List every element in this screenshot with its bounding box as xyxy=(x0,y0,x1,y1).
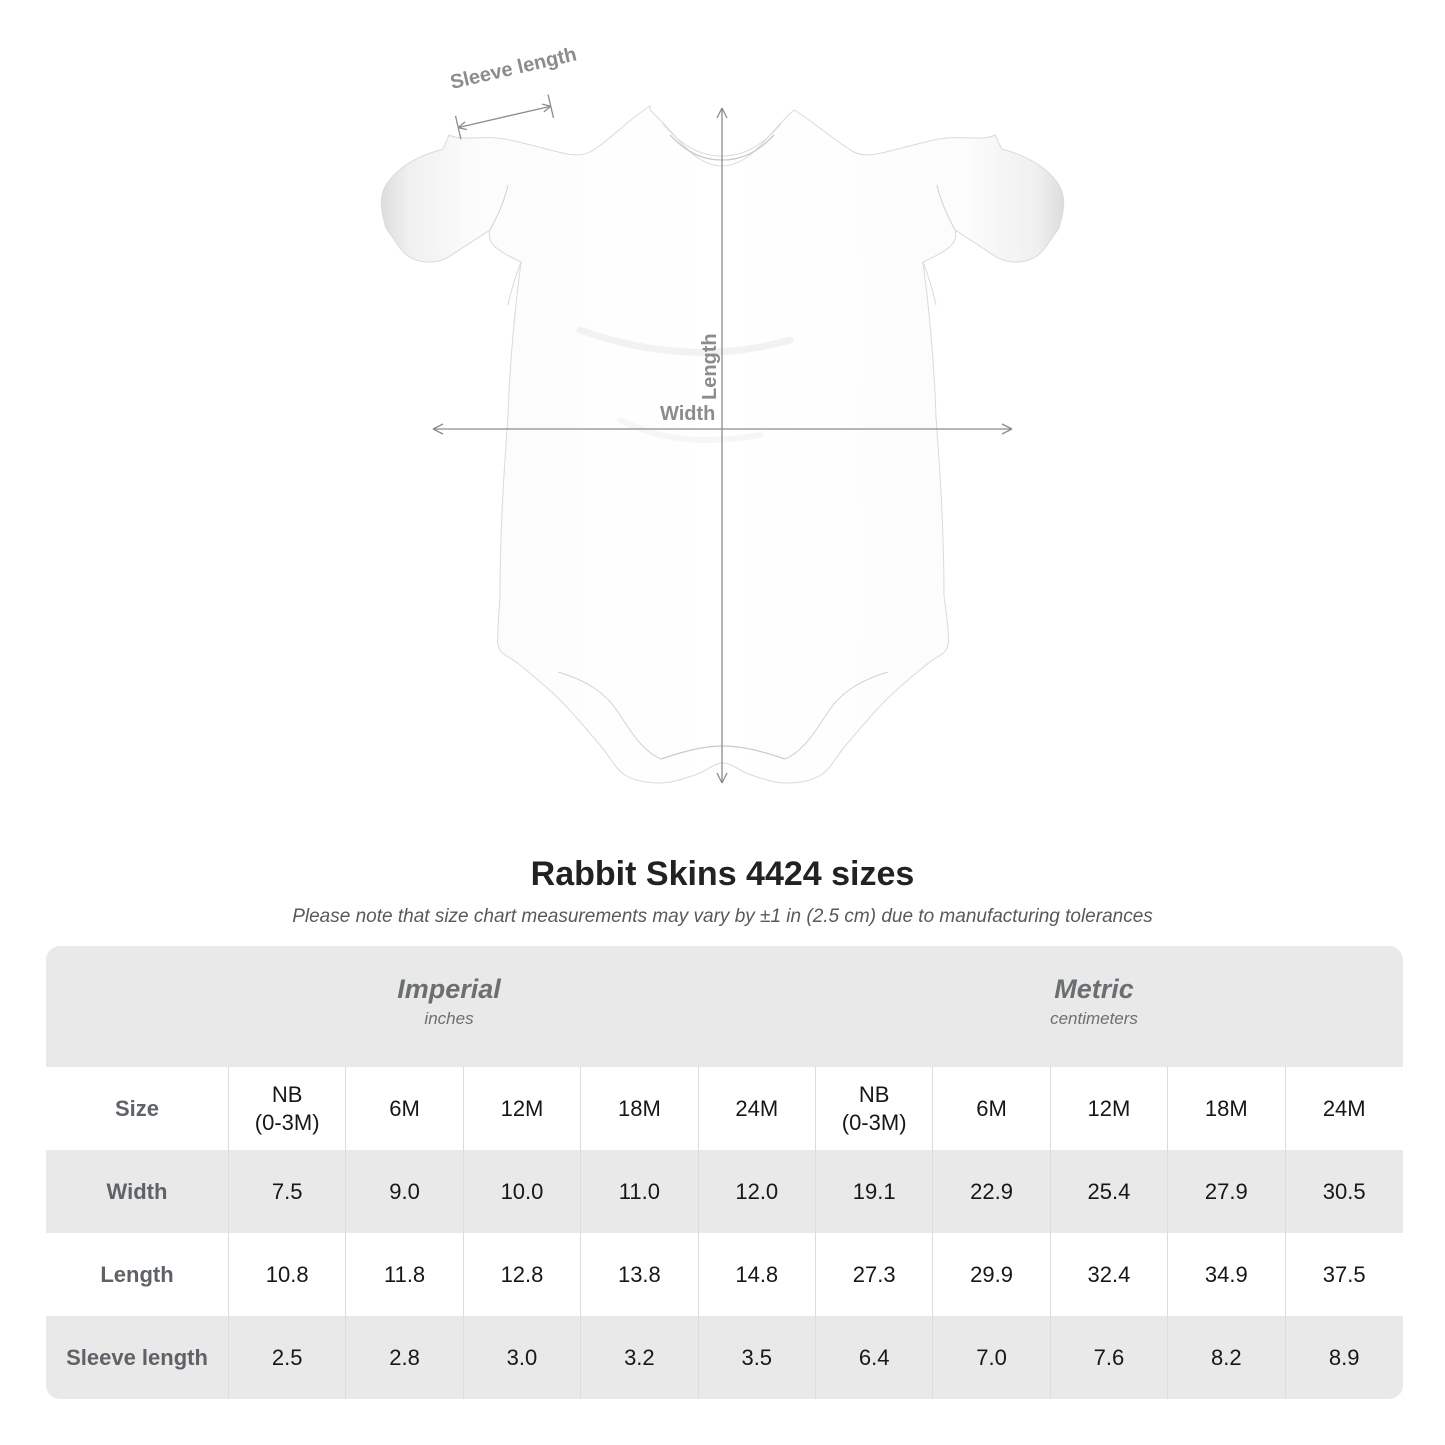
svg-text:Length: Length xyxy=(699,333,721,400)
svg-text:Width: Width xyxy=(660,403,715,425)
svg-text:Sleeve length: Sleeve length xyxy=(448,43,579,93)
